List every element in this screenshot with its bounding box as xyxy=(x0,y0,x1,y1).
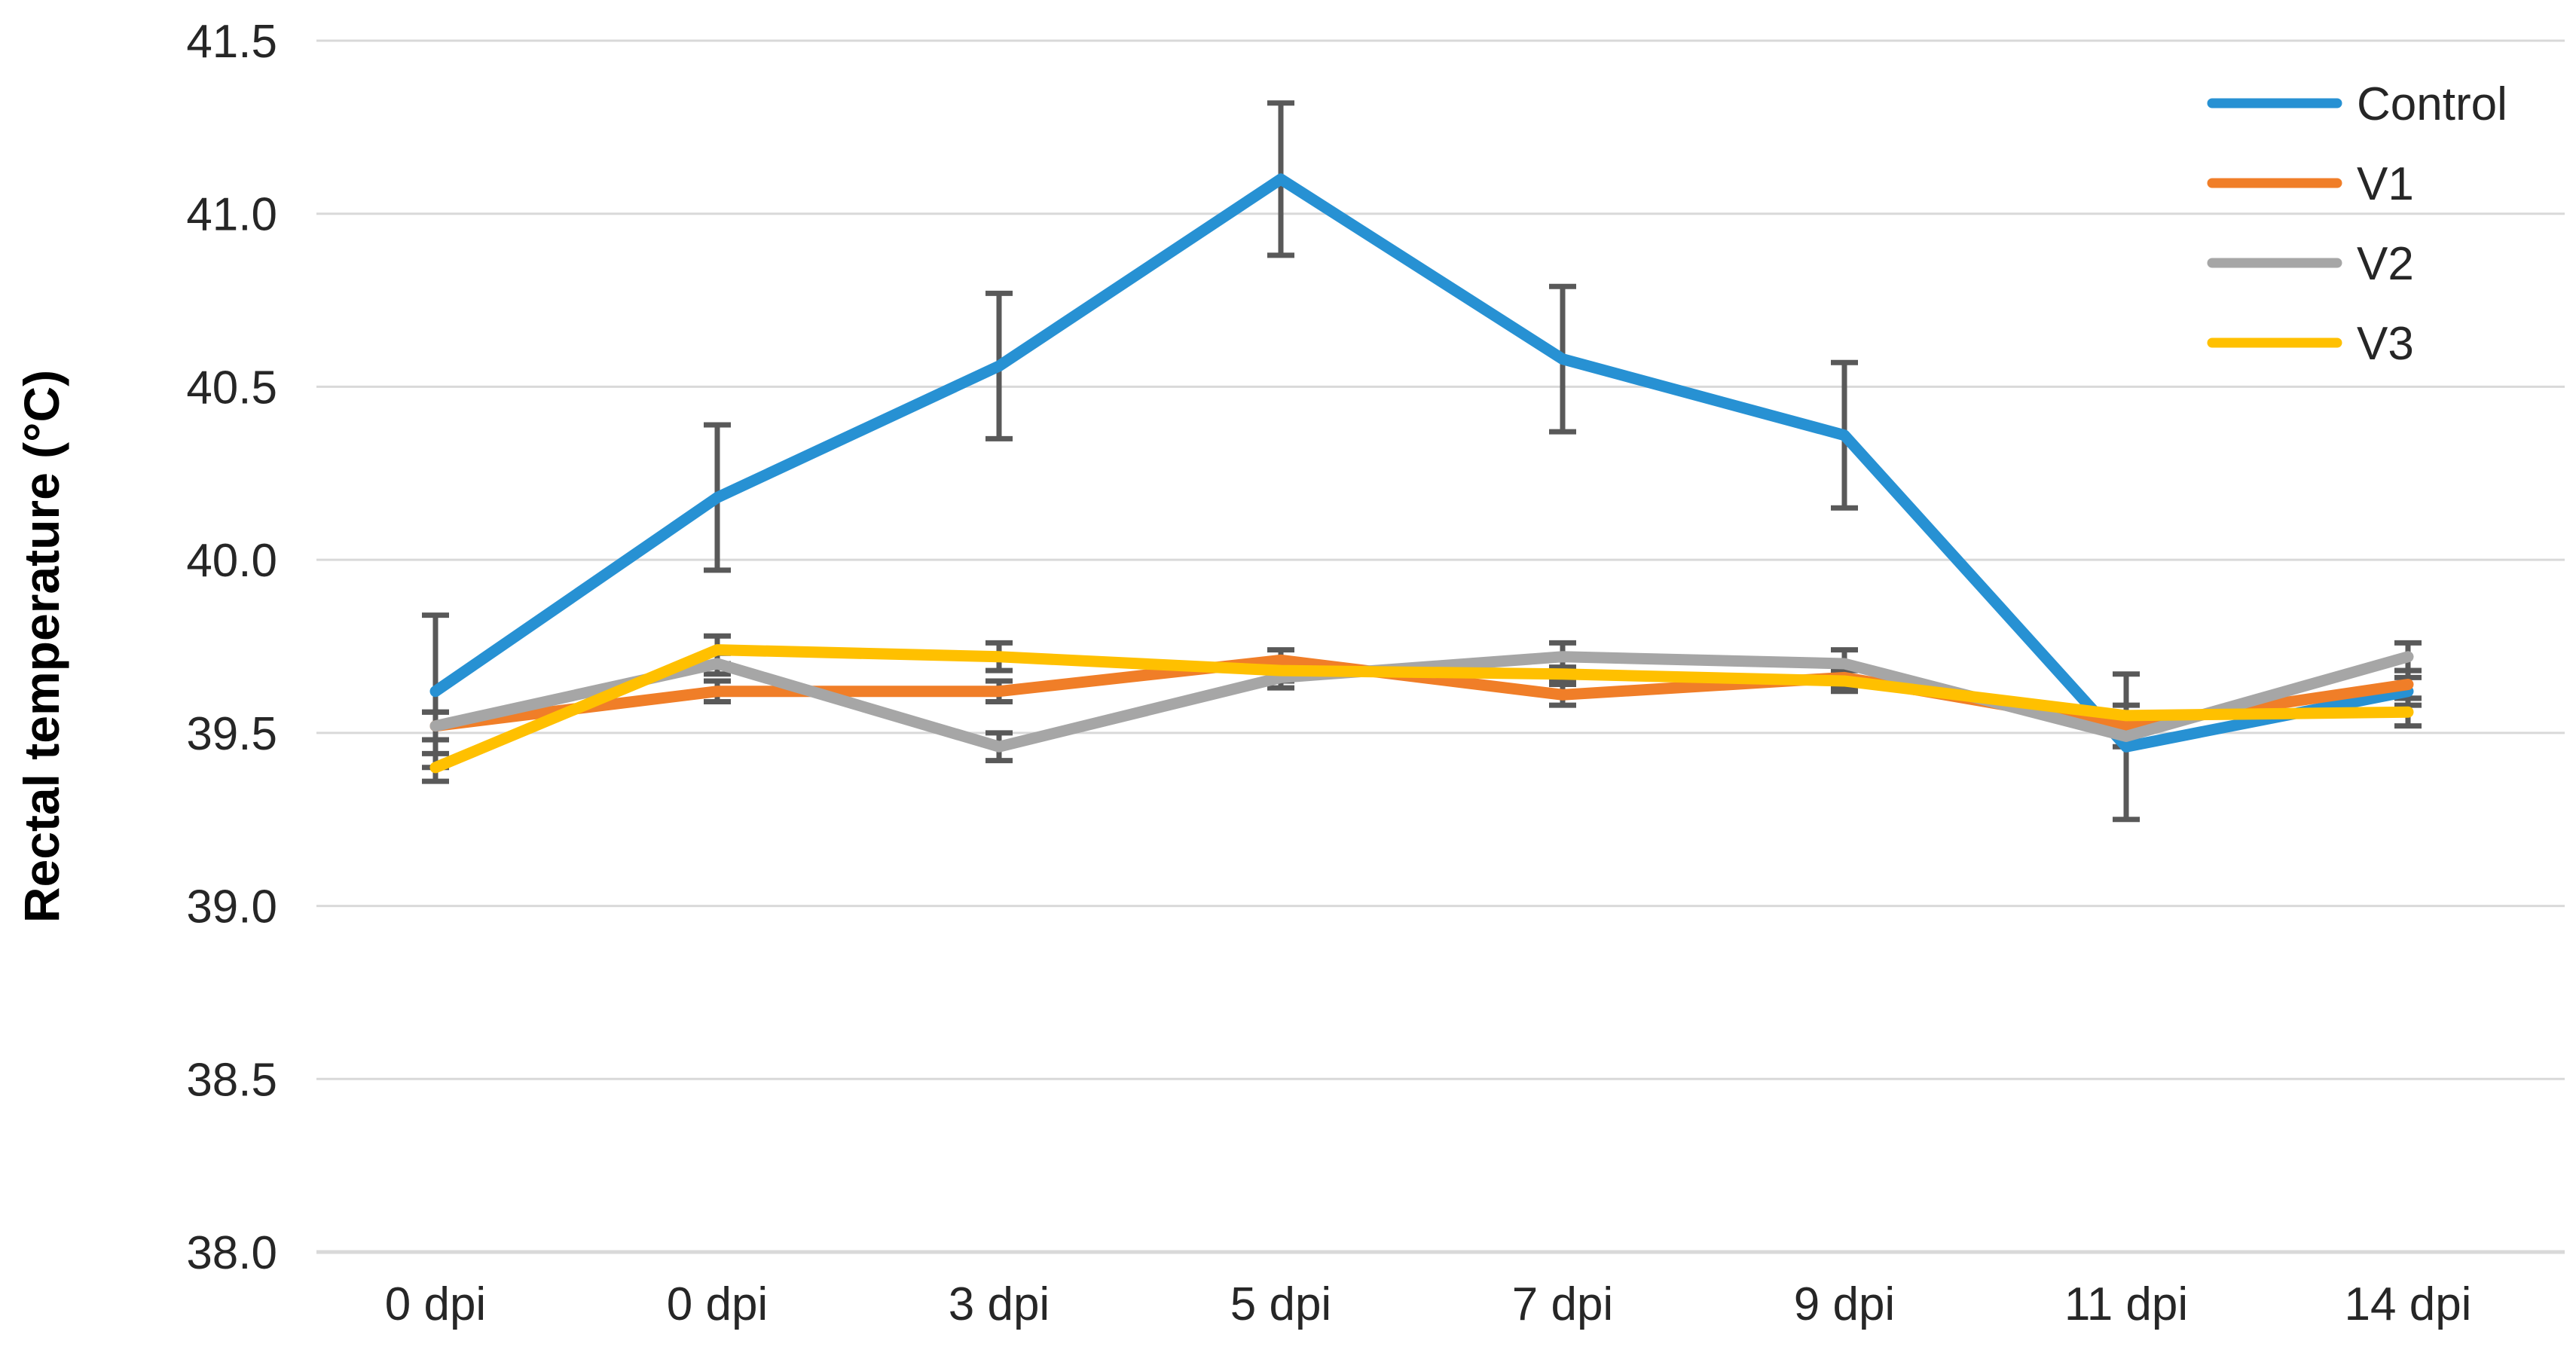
x-tick-label: 14 dpi xyxy=(2345,1278,2472,1330)
legend-item-v3: V3 xyxy=(2207,318,2414,370)
legend-label-v1: V1 xyxy=(2357,158,2414,210)
legend: Control V1 V2 V3 xyxy=(2207,78,2507,370)
y-axis-tick-labels: 38.0 38.5 39.0 39.5 40.0 40.5 41.0 41.5 xyxy=(186,16,277,1279)
y-tick-label: 40.0 xyxy=(186,535,277,587)
legend-item-v2: V2 xyxy=(2207,238,2414,290)
y-tick-label: 41.5 xyxy=(186,16,277,68)
y-axis-title: Rectal temperature (°C) xyxy=(14,370,69,923)
x-axis-tick-labels: 0 dpi 0 dpi 3 dpi 5 dpi 7 dpi 9 dpi 11 dpi 14 d… xyxy=(385,1278,2472,1330)
x-tick-label: 7 dpi xyxy=(1512,1278,1613,1330)
y-tick-label: 38.0 xyxy=(186,1227,277,1279)
y-tick-label: 41.0 xyxy=(186,189,277,241)
x-tick-label: 3 dpi xyxy=(949,1278,1050,1330)
gridlines xyxy=(316,39,2565,1254)
series-line-v3 xyxy=(429,644,2414,774)
y-tick-label: 38.5 xyxy=(186,1054,277,1106)
legend-item-v1: V1 xyxy=(2207,158,2414,210)
x-tick-label: 0 dpi xyxy=(667,1278,768,1330)
x-tick-label: 0 dpi xyxy=(385,1278,486,1330)
legend-label-v3: V3 xyxy=(2357,318,2414,370)
y-tick-label: 40.5 xyxy=(186,362,277,414)
legend-item-control: Control xyxy=(2207,78,2507,130)
y-tick-label: 39.0 xyxy=(186,881,277,933)
x-tick-label: 9 dpi xyxy=(1794,1278,1895,1330)
legend-label-control: Control xyxy=(2357,78,2507,130)
legend-label-v2: V2 xyxy=(2357,238,2414,290)
series-line-control xyxy=(429,173,2414,753)
y-tick-label: 39.5 xyxy=(186,708,277,760)
x-tick-label: 5 dpi xyxy=(1230,1278,1331,1330)
x-tick-label: 11 dpi xyxy=(2064,1278,2188,1330)
